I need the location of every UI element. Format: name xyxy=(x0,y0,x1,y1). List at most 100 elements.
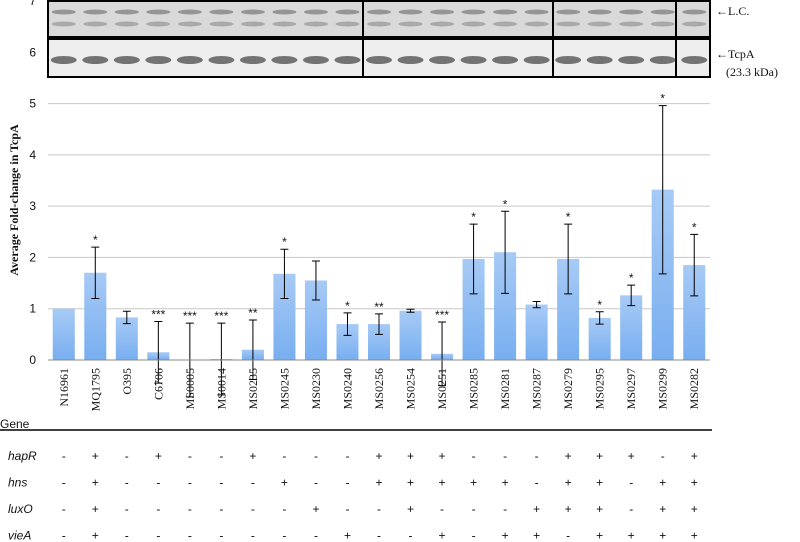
y-axis-label: Average Fold-change in TcpA xyxy=(7,124,21,276)
y-tick-label: 3 xyxy=(29,199,36,213)
error-bar xyxy=(280,248,289,299)
blot-band xyxy=(146,21,171,27)
significance-label: * xyxy=(503,197,508,211)
error-bar xyxy=(690,233,699,297)
gene-state: - xyxy=(472,502,476,516)
error-bar xyxy=(438,321,447,387)
gene-state: + xyxy=(344,529,351,542)
blot-band xyxy=(681,56,708,64)
significance-label: * xyxy=(471,210,476,224)
blot-band xyxy=(461,9,486,15)
gene-state: - xyxy=(188,449,192,463)
gene-state: - xyxy=(629,502,633,516)
y-tick-label: 4 xyxy=(29,148,36,162)
blot-band xyxy=(51,9,76,15)
gene-state: + xyxy=(249,449,256,463)
error-bar xyxy=(658,105,667,275)
gene-state: + xyxy=(92,476,99,490)
gene-state: + xyxy=(407,476,414,490)
gene-state: - xyxy=(345,502,349,516)
gene-state: - xyxy=(188,476,192,490)
x-tick-label: MS0005 xyxy=(183,368,197,409)
gene-state: + xyxy=(502,476,509,490)
gene-state: + xyxy=(439,476,446,490)
blot-band xyxy=(493,9,518,15)
blot-band xyxy=(523,56,550,64)
x-tick-label: C6706 xyxy=(151,368,165,400)
bar-shine xyxy=(273,273,296,360)
gene-state: - xyxy=(62,529,66,542)
gene-state: + xyxy=(628,529,635,542)
x-tick-label: MS0240 xyxy=(340,368,354,409)
gene-state: - xyxy=(219,529,223,542)
blot-band xyxy=(524,21,549,27)
blot-band xyxy=(556,9,581,15)
gene-state: - xyxy=(472,529,476,542)
blot-band xyxy=(367,9,391,15)
y-tick-label: 1 xyxy=(29,302,36,316)
gene-state: + xyxy=(407,449,414,463)
gene-state: + xyxy=(439,529,446,542)
significance-label: * xyxy=(692,220,697,234)
gene-state: - xyxy=(251,502,255,516)
y-tick-label: 5 xyxy=(29,97,36,111)
bar-shine xyxy=(620,295,643,360)
blot-band xyxy=(335,21,360,27)
bar-shine xyxy=(588,317,611,360)
error-bar xyxy=(311,260,320,301)
blot-band xyxy=(334,56,361,64)
significance-label: * xyxy=(93,233,98,247)
blot-band xyxy=(82,56,109,64)
x-tick-label: O395 xyxy=(120,368,134,395)
gene-state: - xyxy=(535,449,539,463)
gene-name: hapR xyxy=(8,449,37,463)
error-bar xyxy=(469,223,478,295)
x-tick-label: N16961 xyxy=(57,368,71,407)
error-bar xyxy=(248,319,257,380)
blot-band xyxy=(239,56,266,64)
error-bar xyxy=(627,284,636,307)
gene-state: + xyxy=(596,529,603,542)
blot-band xyxy=(272,21,297,27)
blot-band xyxy=(114,21,139,27)
blot-band xyxy=(429,56,456,64)
gene-state: - xyxy=(282,502,286,516)
gene-state: + xyxy=(533,502,540,516)
gene-state: - xyxy=(472,449,476,463)
gene-state: - xyxy=(156,476,160,490)
blot-band xyxy=(587,9,612,15)
blot-band xyxy=(209,21,234,27)
blot-band xyxy=(398,21,423,27)
gene-state: + xyxy=(375,449,382,463)
bar-shine xyxy=(651,189,674,360)
x-tick-label: MS0279 xyxy=(561,368,575,409)
significance-label: * xyxy=(629,271,634,285)
blot-band xyxy=(113,56,140,64)
gene-state: + xyxy=(92,449,99,463)
blot-band xyxy=(398,9,423,15)
x-tick-label: MS0282 xyxy=(687,368,701,409)
blot-band xyxy=(460,56,487,64)
blot xyxy=(47,0,711,78)
gene-state: + xyxy=(596,476,603,490)
blot-band xyxy=(271,56,298,64)
gene-state: - xyxy=(125,529,129,542)
gene-state: - xyxy=(62,502,66,516)
gene-state: - xyxy=(219,476,223,490)
blot-band xyxy=(303,21,328,27)
x-tick-label: MS0235 xyxy=(246,368,260,409)
significance-label: *** xyxy=(183,309,197,323)
blot-band xyxy=(177,21,202,27)
gene-state: + xyxy=(155,449,162,463)
blot-band xyxy=(177,9,202,15)
blot-band xyxy=(650,21,675,27)
gene-state: - xyxy=(314,476,318,490)
error-bar xyxy=(532,301,541,309)
blot-band xyxy=(208,56,235,64)
error-bar xyxy=(564,223,573,295)
gene-state: - xyxy=(282,529,286,542)
blot-band xyxy=(366,56,392,64)
gene-state: + xyxy=(691,449,698,463)
blot-lanes xyxy=(50,9,708,64)
gene-name: vieA xyxy=(8,529,31,542)
